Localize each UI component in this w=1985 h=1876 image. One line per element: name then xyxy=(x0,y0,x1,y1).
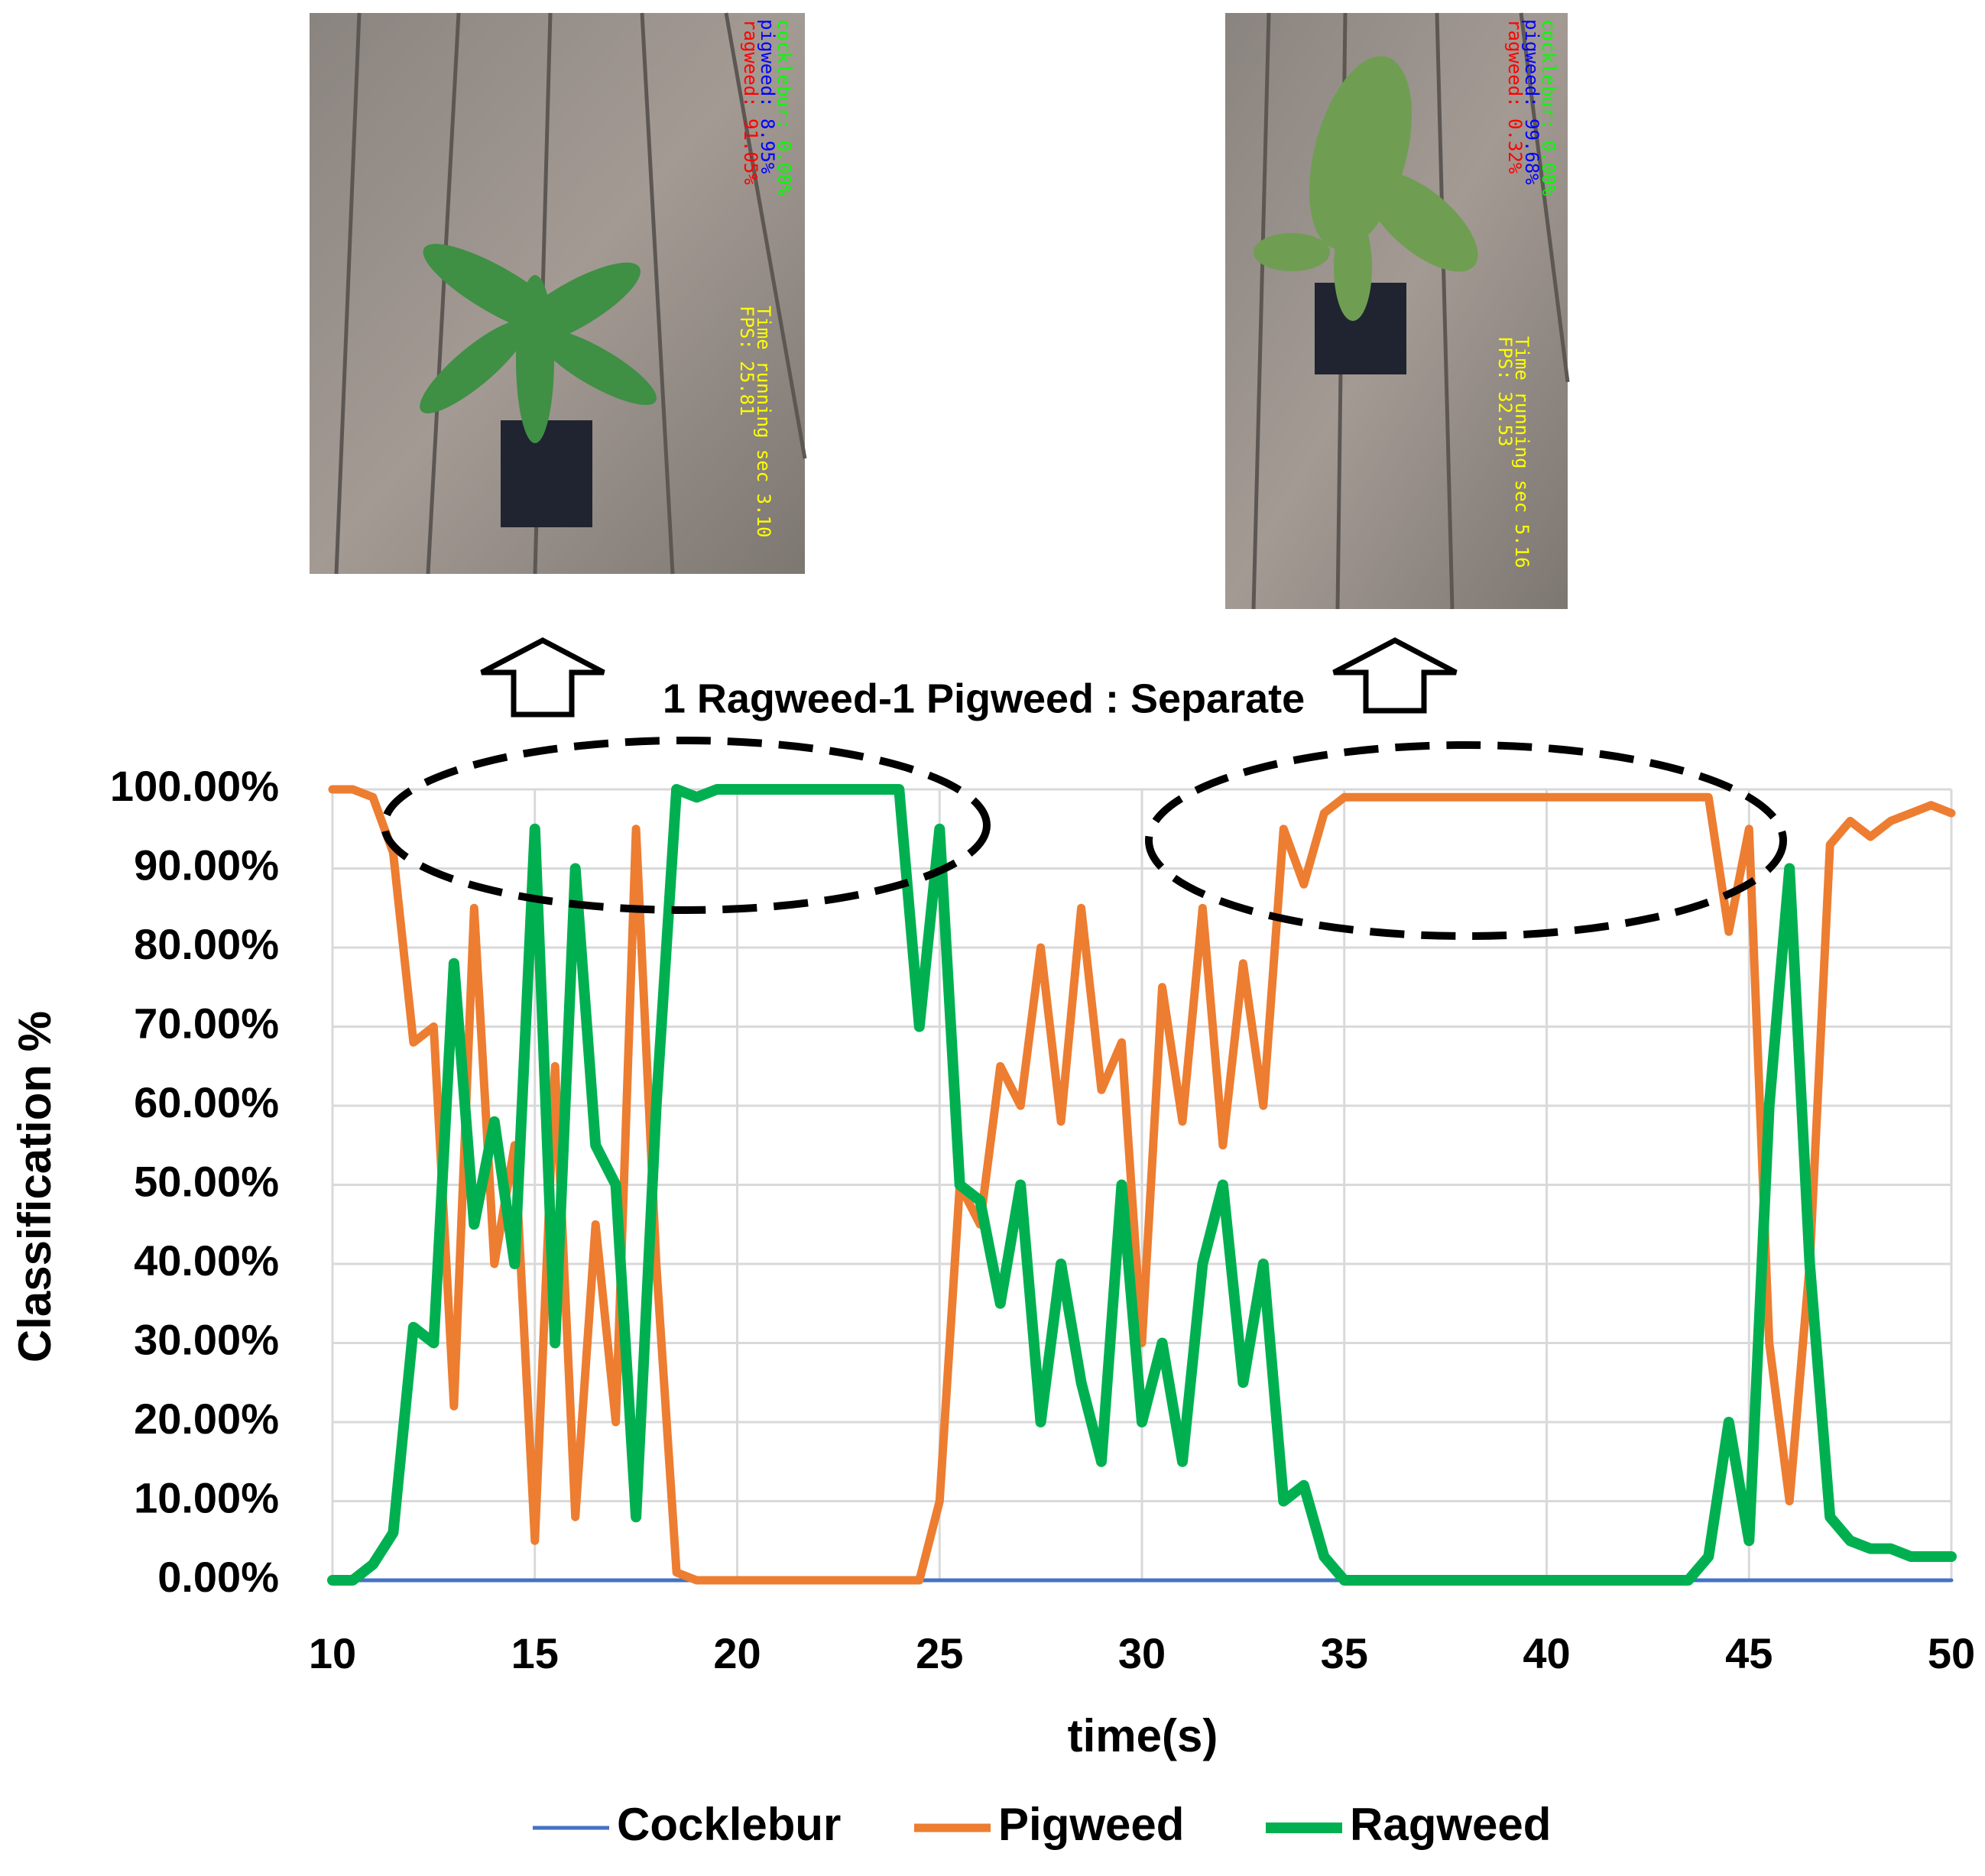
legend-label: Ragweed xyxy=(1350,1799,1551,1850)
y-tick-label: 70.00% xyxy=(134,999,279,1047)
plot-area: 0.00% 10.00% 20.00% 30.00% 40.00% 50.00% 60.00… xyxy=(110,762,1975,1850)
x-tick-label: 35 xyxy=(1321,1629,1368,1677)
photo: cocklebur: 0.00%pigweed: 99.68%ragweed: … xyxy=(1225,12,1570,610)
x-tick-label: 45 xyxy=(1725,1629,1773,1677)
status-text: Time running sec 3.10 xyxy=(753,306,774,537)
overlay-text: ragweed: 0.32% xyxy=(1504,19,1526,174)
status-text: FPS: 25.81 xyxy=(736,306,757,416)
legend-label: Pigweed xyxy=(998,1799,1184,1850)
overlay-text: pigweed: 8.95% xyxy=(757,19,778,174)
highlight-ellipse xyxy=(381,737,1787,940)
x-tick-label: 20 xyxy=(713,1629,761,1677)
y-tick-label: 10.00% xyxy=(134,1473,279,1521)
x-tick-label: 30 xyxy=(1118,1629,1166,1677)
y-tick-label: 100.00% xyxy=(110,762,279,810)
overlay-text: cocklebur: 0.00% xyxy=(1538,19,1559,196)
y-tick-label: 50.00% xyxy=(134,1157,279,1205)
overlay-text: pigweed: 99.68% xyxy=(1521,19,1542,185)
x-tick-label: 10 xyxy=(309,1629,356,1677)
x-tick-label: 40 xyxy=(1523,1629,1570,1677)
status-text: FPS: 32.53 xyxy=(1494,336,1516,447)
status-text: Time running sec 5.16 xyxy=(1511,336,1533,568)
y-tick-label: 0.00% xyxy=(157,1553,279,1601)
annotation: 1 Ragweed-1 Pigweed : Separate xyxy=(663,676,1305,721)
series-line xyxy=(327,784,1957,1586)
y-tick-label: 20.00% xyxy=(134,1395,279,1443)
overlay-text: cocklebur: 0.00% xyxy=(774,19,795,196)
x-tick-label: 25 xyxy=(916,1629,963,1677)
x-tick-label: 50 xyxy=(1928,1629,1975,1677)
series-line xyxy=(328,785,1956,1585)
y-tick-label: 40.00% xyxy=(134,1236,279,1285)
y-tick-label: 30.00% xyxy=(134,1315,279,1363)
y-axis-label: Classification % xyxy=(9,1011,60,1362)
y-tick-label: 60.00% xyxy=(134,1078,279,1126)
x-tick-label: 15 xyxy=(511,1629,559,1677)
legend-label: Cocklebur xyxy=(617,1799,841,1850)
photo: cocklebur: 0.00%pigweed: 8.95%ragweed: 9… xyxy=(310,12,807,575)
y-tick-label: 80.00% xyxy=(134,920,279,968)
x-axis-label: time(s) xyxy=(1068,1710,1218,1761)
y-tick-label: 90.00% xyxy=(134,841,279,889)
overlay-text: ragweed: 91.05% xyxy=(740,19,761,185)
arrow xyxy=(480,637,1458,718)
